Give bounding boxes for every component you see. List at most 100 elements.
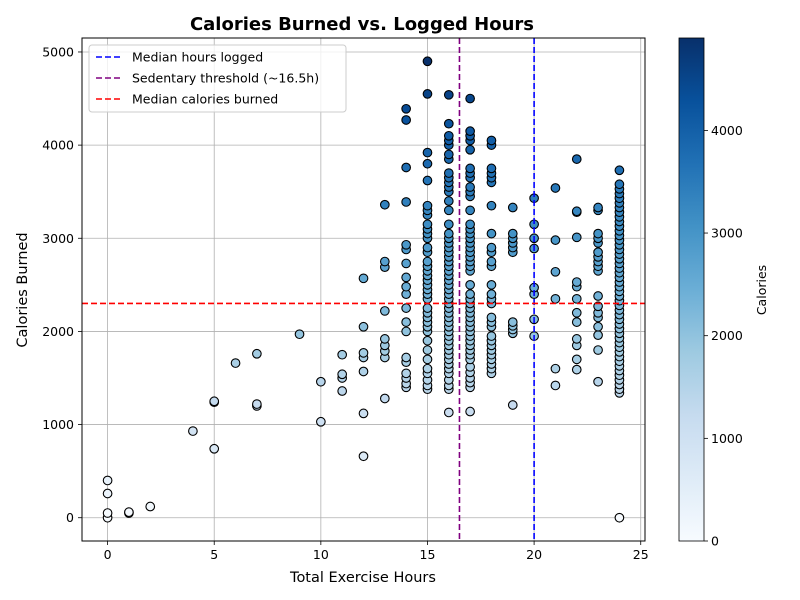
scatter-point — [486, 289, 497, 300]
scatter-point — [443, 130, 454, 141]
scatter-point — [465, 93, 475, 104]
scatter-point — [315, 416, 326, 427]
scatter-point — [465, 219, 475, 230]
scatter-point — [550, 235, 561, 245]
scatter-point — [486, 200, 497, 211]
scatter-point — [379, 199, 390, 210]
scatter-point — [209, 443, 220, 454]
scatter-point — [507, 317, 518, 327]
x-axis-ticks: 0 5 10 15 20 25 — [104, 541, 649, 562]
y-tick-label: 5000 — [42, 44, 74, 59]
scatter-point — [443, 407, 454, 418]
scatter-point — [188, 426, 198, 436]
scatter-point — [507, 202, 518, 213]
x-tick-label: 25 — [633, 547, 649, 562]
scatter-point — [571, 354, 582, 365]
scatter-point — [486, 228, 497, 239]
legend-entry-label: Median calories burned — [132, 92, 278, 107]
scatter-point — [422, 158, 433, 169]
scatter-point — [571, 334, 582, 344]
scatter-point — [422, 303, 433, 313]
scatter-point — [593, 376, 603, 387]
scatter-point — [593, 247, 603, 258]
legend-entry-label: Median hours logged — [132, 50, 263, 65]
scatter-point — [422, 219, 433, 230]
legend-entry-label: Sedentary threshold (~16.5h) — [132, 71, 319, 86]
scatter-point — [315, 376, 326, 387]
scatter-point — [571, 293, 582, 304]
scatter-point — [443, 205, 454, 216]
scatter-point — [593, 321, 603, 332]
scatter-point — [571, 154, 582, 164]
scatter-point — [486, 279, 497, 290]
scatter-point — [401, 368, 412, 379]
x-axis-label: Total Exercise Hours — [289, 570, 436, 586]
colorbar-tick-label: 0 — [711, 534, 719, 549]
scatter-point — [486, 135, 497, 146]
scatter-point — [401, 326, 412, 337]
colorbar-tick-label: 4000 — [711, 123, 743, 138]
scatter-point — [422, 175, 433, 186]
scatter-point — [507, 228, 518, 239]
scatter-point — [571, 232, 582, 243]
scatter-point — [550, 183, 561, 193]
colorbar-tick-label: 2000 — [711, 328, 743, 343]
scatter-point — [550, 363, 561, 374]
scatter-point — [358, 347, 369, 358]
scatter-point — [593, 228, 603, 239]
colorbar-ticks: 0 1000 2000 3000 4000 — [704, 123, 743, 549]
scatter-point — [443, 89, 454, 100]
legend: Median hours logged Sedentary threshold (… — [88, 44, 347, 113]
scatter-point — [124, 507, 134, 517]
scatter-point — [465, 182, 475, 192]
scatter-point — [593, 345, 603, 355]
scatter-point — [486, 256, 497, 267]
x-tick-label: 0 — [104, 547, 112, 562]
scatter-point — [252, 348, 262, 359]
scatter-point — [443, 118, 454, 129]
y-tick-label: 3000 — [42, 231, 74, 246]
scatter-points — [102, 56, 625, 523]
scatter-point — [379, 256, 390, 267]
scatter-point — [102, 508, 113, 518]
scatter-point — [401, 317, 412, 327]
scatter-point — [465, 289, 475, 300]
scatter-point — [465, 406, 475, 417]
scatter-point — [486, 242, 497, 253]
scatter-point — [465, 163, 475, 174]
scatter-point — [379, 393, 390, 404]
scatter-point — [422, 256, 433, 267]
x-tick-label: 5 — [210, 547, 218, 562]
scatter-point — [443, 149, 454, 160]
y-tick-label: 0 — [66, 510, 74, 525]
scatter-point — [379, 306, 390, 316]
scatter-point — [145, 501, 156, 512]
legend-box — [88, 44, 347, 113]
scatter-point — [614, 512, 625, 523]
y-tick-label: 2000 — [42, 324, 74, 339]
scatter-point — [401, 303, 412, 313]
scatter-point — [422, 89, 433, 99]
scatter-point — [465, 144, 475, 155]
x-tick-label: 15 — [420, 547, 436, 562]
scatter-point — [358, 451, 369, 462]
scatter-point — [401, 162, 412, 173]
scatter-point — [358, 408, 369, 419]
scatter-point — [102, 488, 113, 499]
scatter-point — [358, 273, 369, 284]
scatter-point — [550, 293, 561, 304]
colorbar-gradient — [678, 37, 705, 542]
colorbar-label: Calories — [754, 265, 769, 315]
scatter-point — [571, 277, 582, 287]
scatter-point — [422, 354, 433, 365]
scatter-point — [465, 279, 475, 290]
scatter-point — [337, 369, 348, 380]
scatter-point — [230, 358, 241, 368]
scatter-point — [593, 202, 603, 213]
scatter-point — [209, 396, 220, 407]
y-tick-label: 1000 — [42, 417, 74, 432]
scatter-point — [422, 200, 433, 211]
plot-frame — [81, 37, 646, 542]
scatter-point — [443, 196, 454, 206]
